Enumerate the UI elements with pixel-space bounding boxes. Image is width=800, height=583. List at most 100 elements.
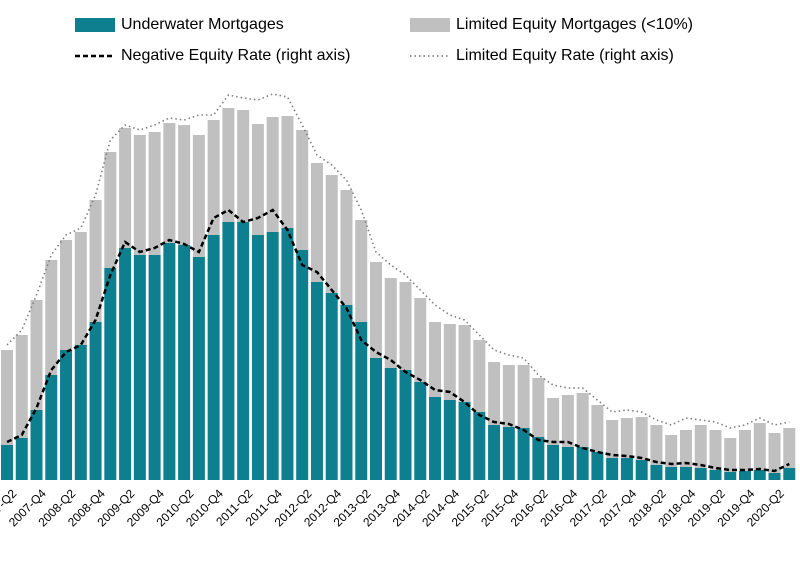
bar xyxy=(251,235,264,480)
bar xyxy=(561,395,574,447)
bar xyxy=(665,435,678,467)
bar xyxy=(237,222,250,480)
bar xyxy=(1,350,13,445)
legend-label: Negative Equity Rate (right axis) xyxy=(121,47,350,64)
bar xyxy=(473,412,486,480)
bar xyxy=(325,175,338,293)
bar xyxy=(458,402,471,480)
bar xyxy=(783,428,796,468)
bar xyxy=(384,368,397,480)
bar xyxy=(488,425,501,480)
bar xyxy=(547,445,560,480)
bar xyxy=(665,467,678,480)
bar xyxy=(694,468,707,480)
bar xyxy=(620,418,633,458)
bar xyxy=(458,325,471,402)
bar xyxy=(281,228,294,480)
bar xyxy=(340,190,353,305)
bar xyxy=(207,120,220,235)
bar xyxy=(650,465,663,480)
bar xyxy=(237,110,250,222)
bar xyxy=(119,128,132,248)
bar xyxy=(739,471,751,480)
legend-label: Underwater Mortgages xyxy=(121,16,284,33)
line xyxy=(6,208,790,473)
bar xyxy=(74,232,87,345)
bar xyxy=(178,125,191,245)
bar xyxy=(561,447,574,480)
bar xyxy=(163,243,176,480)
bar xyxy=(591,452,604,480)
bar xyxy=(296,250,309,480)
bar xyxy=(148,132,161,255)
bar xyxy=(310,163,323,282)
bar xyxy=(104,268,117,480)
bar xyxy=(620,458,633,480)
bar xyxy=(104,152,117,268)
bar xyxy=(709,470,722,480)
bar xyxy=(591,405,604,452)
bar xyxy=(1,445,13,480)
bar xyxy=(679,467,692,480)
bar xyxy=(635,460,648,480)
bar xyxy=(355,220,368,322)
bar xyxy=(517,365,530,428)
bar xyxy=(488,362,501,425)
bar xyxy=(502,365,515,427)
bar xyxy=(517,428,530,480)
bar xyxy=(547,398,560,445)
bar xyxy=(724,438,737,472)
bar xyxy=(192,135,205,257)
bar xyxy=(355,322,368,480)
bar xyxy=(443,324,456,400)
bar xyxy=(414,298,427,382)
bar xyxy=(15,335,28,438)
bar xyxy=(606,458,619,480)
bar xyxy=(148,255,161,480)
bar xyxy=(370,262,382,358)
bar xyxy=(429,397,442,480)
bar xyxy=(266,117,279,232)
bar xyxy=(325,293,338,480)
bar xyxy=(473,340,486,412)
bar xyxy=(15,438,28,480)
bar xyxy=(768,473,781,480)
bar xyxy=(45,260,58,375)
bar xyxy=(45,375,58,480)
bar xyxy=(207,235,220,480)
bar xyxy=(251,124,264,235)
bar xyxy=(694,425,707,468)
bar xyxy=(384,278,397,368)
bar xyxy=(739,430,751,471)
bar xyxy=(133,135,146,255)
legend-swatch xyxy=(410,18,450,32)
bar xyxy=(414,382,427,480)
bar xyxy=(399,282,412,370)
bar xyxy=(724,472,737,480)
bar xyxy=(370,358,382,480)
bar xyxy=(178,245,191,480)
bar xyxy=(163,123,176,243)
bar xyxy=(532,378,545,437)
bar xyxy=(192,257,205,480)
bar xyxy=(89,322,102,480)
bar xyxy=(296,130,309,250)
bar xyxy=(606,420,619,458)
bar xyxy=(576,393,589,447)
bar xyxy=(222,108,235,222)
bar xyxy=(753,423,766,470)
bar xyxy=(222,222,235,480)
bar xyxy=(281,116,294,228)
bar xyxy=(340,305,353,480)
bar xyxy=(30,300,43,410)
bar xyxy=(753,470,766,480)
bar xyxy=(266,232,279,480)
bar xyxy=(502,427,515,480)
bar xyxy=(650,425,663,465)
bar xyxy=(310,282,323,480)
bar xyxy=(399,370,412,480)
bar xyxy=(679,430,692,467)
legend-label: Limited Equity Mortgages (<10%) xyxy=(456,16,693,33)
bar xyxy=(429,322,442,397)
